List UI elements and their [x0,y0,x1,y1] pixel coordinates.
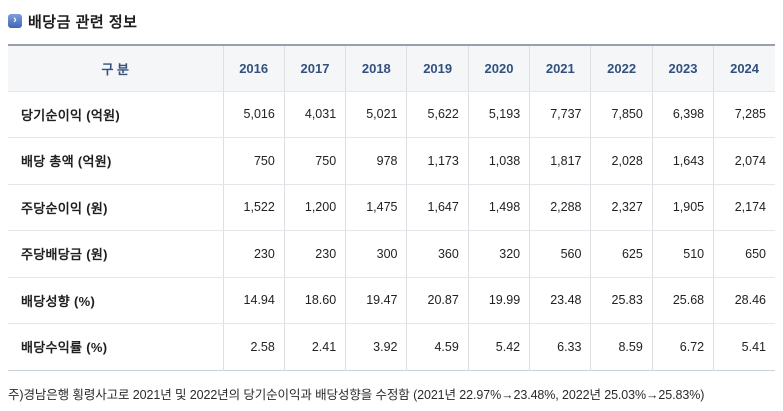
value-cell: 1,905 [651,184,714,231]
value-cell: 25.68 [651,277,714,324]
corner-header-cell: 구 분 [8,45,223,92]
value-cell: 978 [345,137,407,185]
value-cell: 750 [283,137,346,185]
value-cell: 8.59 [590,323,653,370]
row-label: 주당배당금 (원) [8,230,223,278]
year-header-cell: 2018 [345,45,407,92]
row-label: 배당성향 (%) [8,277,223,324]
value-cell: 7,285 [713,91,775,138]
value-cell: 2,327 [590,184,653,231]
value-cell: 230 [283,230,346,278]
table-row: 주당순이익 (원) 1,522 1,200 1,475 1,647 1,498 2,288 2… [8,184,775,231]
year-header-cell: 2024 [713,45,775,92]
value-cell: 2,074 [713,137,775,185]
row-label: 배당수익률 (%) [8,323,223,370]
value-cell: 5,016 [222,91,285,138]
value-cell: 510 [651,230,714,278]
value-cell: 23.48 [529,277,591,324]
value-cell: 7,737 [529,91,591,138]
value-cell: 2,028 [590,137,653,185]
row-label: 당기순이익 (억원) [8,91,223,138]
value-cell: 7,850 [590,91,653,138]
row-label: 배당 총액 (억원) [8,137,223,185]
value-cell: 2.41 [283,323,346,370]
table-row: 당기순이익 (억원) 5,016 4,031 5,021 5,622 5,193 7,737… [8,91,775,138]
value-cell: 5,021 [345,91,407,138]
value-cell: 1,817 [529,137,591,185]
dividend-table-body: 당기순이익 (억원) 5,016 4,031 5,021 5,622 5,193 7,737… [8,91,775,370]
row-label: 주당순이익 (원) [8,184,223,231]
value-cell: 5,622 [406,91,469,138]
value-cell: 300 [345,230,407,278]
value-cell: 560 [529,230,591,278]
value-cell: 1,522 [222,184,285,231]
dividend-table: 구 분 2016 2017 2018 2019 2020 2021 2022 2023 2024 … [8,44,775,371]
table-row: 주당배당금 (원) 230 230 300 360 320 560 625 510 650 [8,230,775,278]
year-header-row: 구 분 2016 2017 2018 2019 2020 2021 2022 2023 2024 [8,45,775,92]
table-row: 배당수익률 (%) 2.58 2.41 3.92 4.59 5.42 6.33 8.59 6.7… [8,323,775,370]
section-title-row: › 배당금 관련 정보 [8,10,775,32]
value-cell: 3.92 [345,323,407,370]
value-cell: 360 [406,230,469,278]
value-cell: 320 [467,230,530,278]
table-row: 배당 총액 (억원) 750 750 978 1,173 1,038 1,817 2,028 1… [8,137,775,185]
value-cell: 20.87 [406,277,469,324]
value-cell: 6.72 [651,323,714,370]
value-cell: 1,647 [406,184,469,231]
year-header-cell: 2016 [222,45,285,92]
value-cell: 1,643 [651,137,714,185]
value-cell: 1,200 [283,184,346,231]
value-cell: 18.60 [283,277,346,324]
table-row: 배당성향 (%) 14.94 18.60 19.47 20.87 19.99 23.48 25… [8,277,775,324]
year-header-cell: 2017 [283,45,346,92]
value-cell: 28.46 [713,277,775,324]
value-cell: 2,174 [713,184,775,231]
year-header-cell: 2020 [467,45,530,92]
value-cell: 25.83 [590,277,653,324]
page-title: 배당금 관련 정보 [28,13,138,31]
value-cell: 650 [713,230,775,278]
value-cell: 1,173 [406,137,469,185]
value-cell: 5.42 [467,323,530,370]
value-cell: 750 [222,137,285,185]
value-cell: 2.58 [222,323,285,370]
value-cell: 1,038 [467,137,530,185]
value-cell: 230 [222,230,285,278]
chevron-right-icon: › [8,14,22,28]
footnote: 주)경남은행 횡령사고로 2021년 및 2022년의 당기순이익과 배당성향을… [8,387,705,402]
year-header-cell: 2022 [590,45,653,92]
value-cell: 6.33 [529,323,591,370]
value-cell: 19.47 [345,277,407,324]
value-cell: 1,498 [467,184,530,231]
value-cell: 1,475 [345,184,407,231]
value-cell: 625 [590,230,653,278]
value-cell: 19.99 [467,277,530,324]
value-cell: 2,288 [529,184,591,231]
value-cell: 14.94 [222,277,285,324]
value-cell: 5.41 [713,323,775,370]
year-header-cell: 2021 [529,45,591,92]
value-cell: 4,031 [283,91,346,138]
value-cell: 4.59 [406,323,469,370]
year-header-cell: 2023 [651,45,714,92]
year-header-cell: 2019 [406,45,469,92]
value-cell: 5,193 [467,91,530,138]
value-cell: 6,398 [651,91,714,138]
